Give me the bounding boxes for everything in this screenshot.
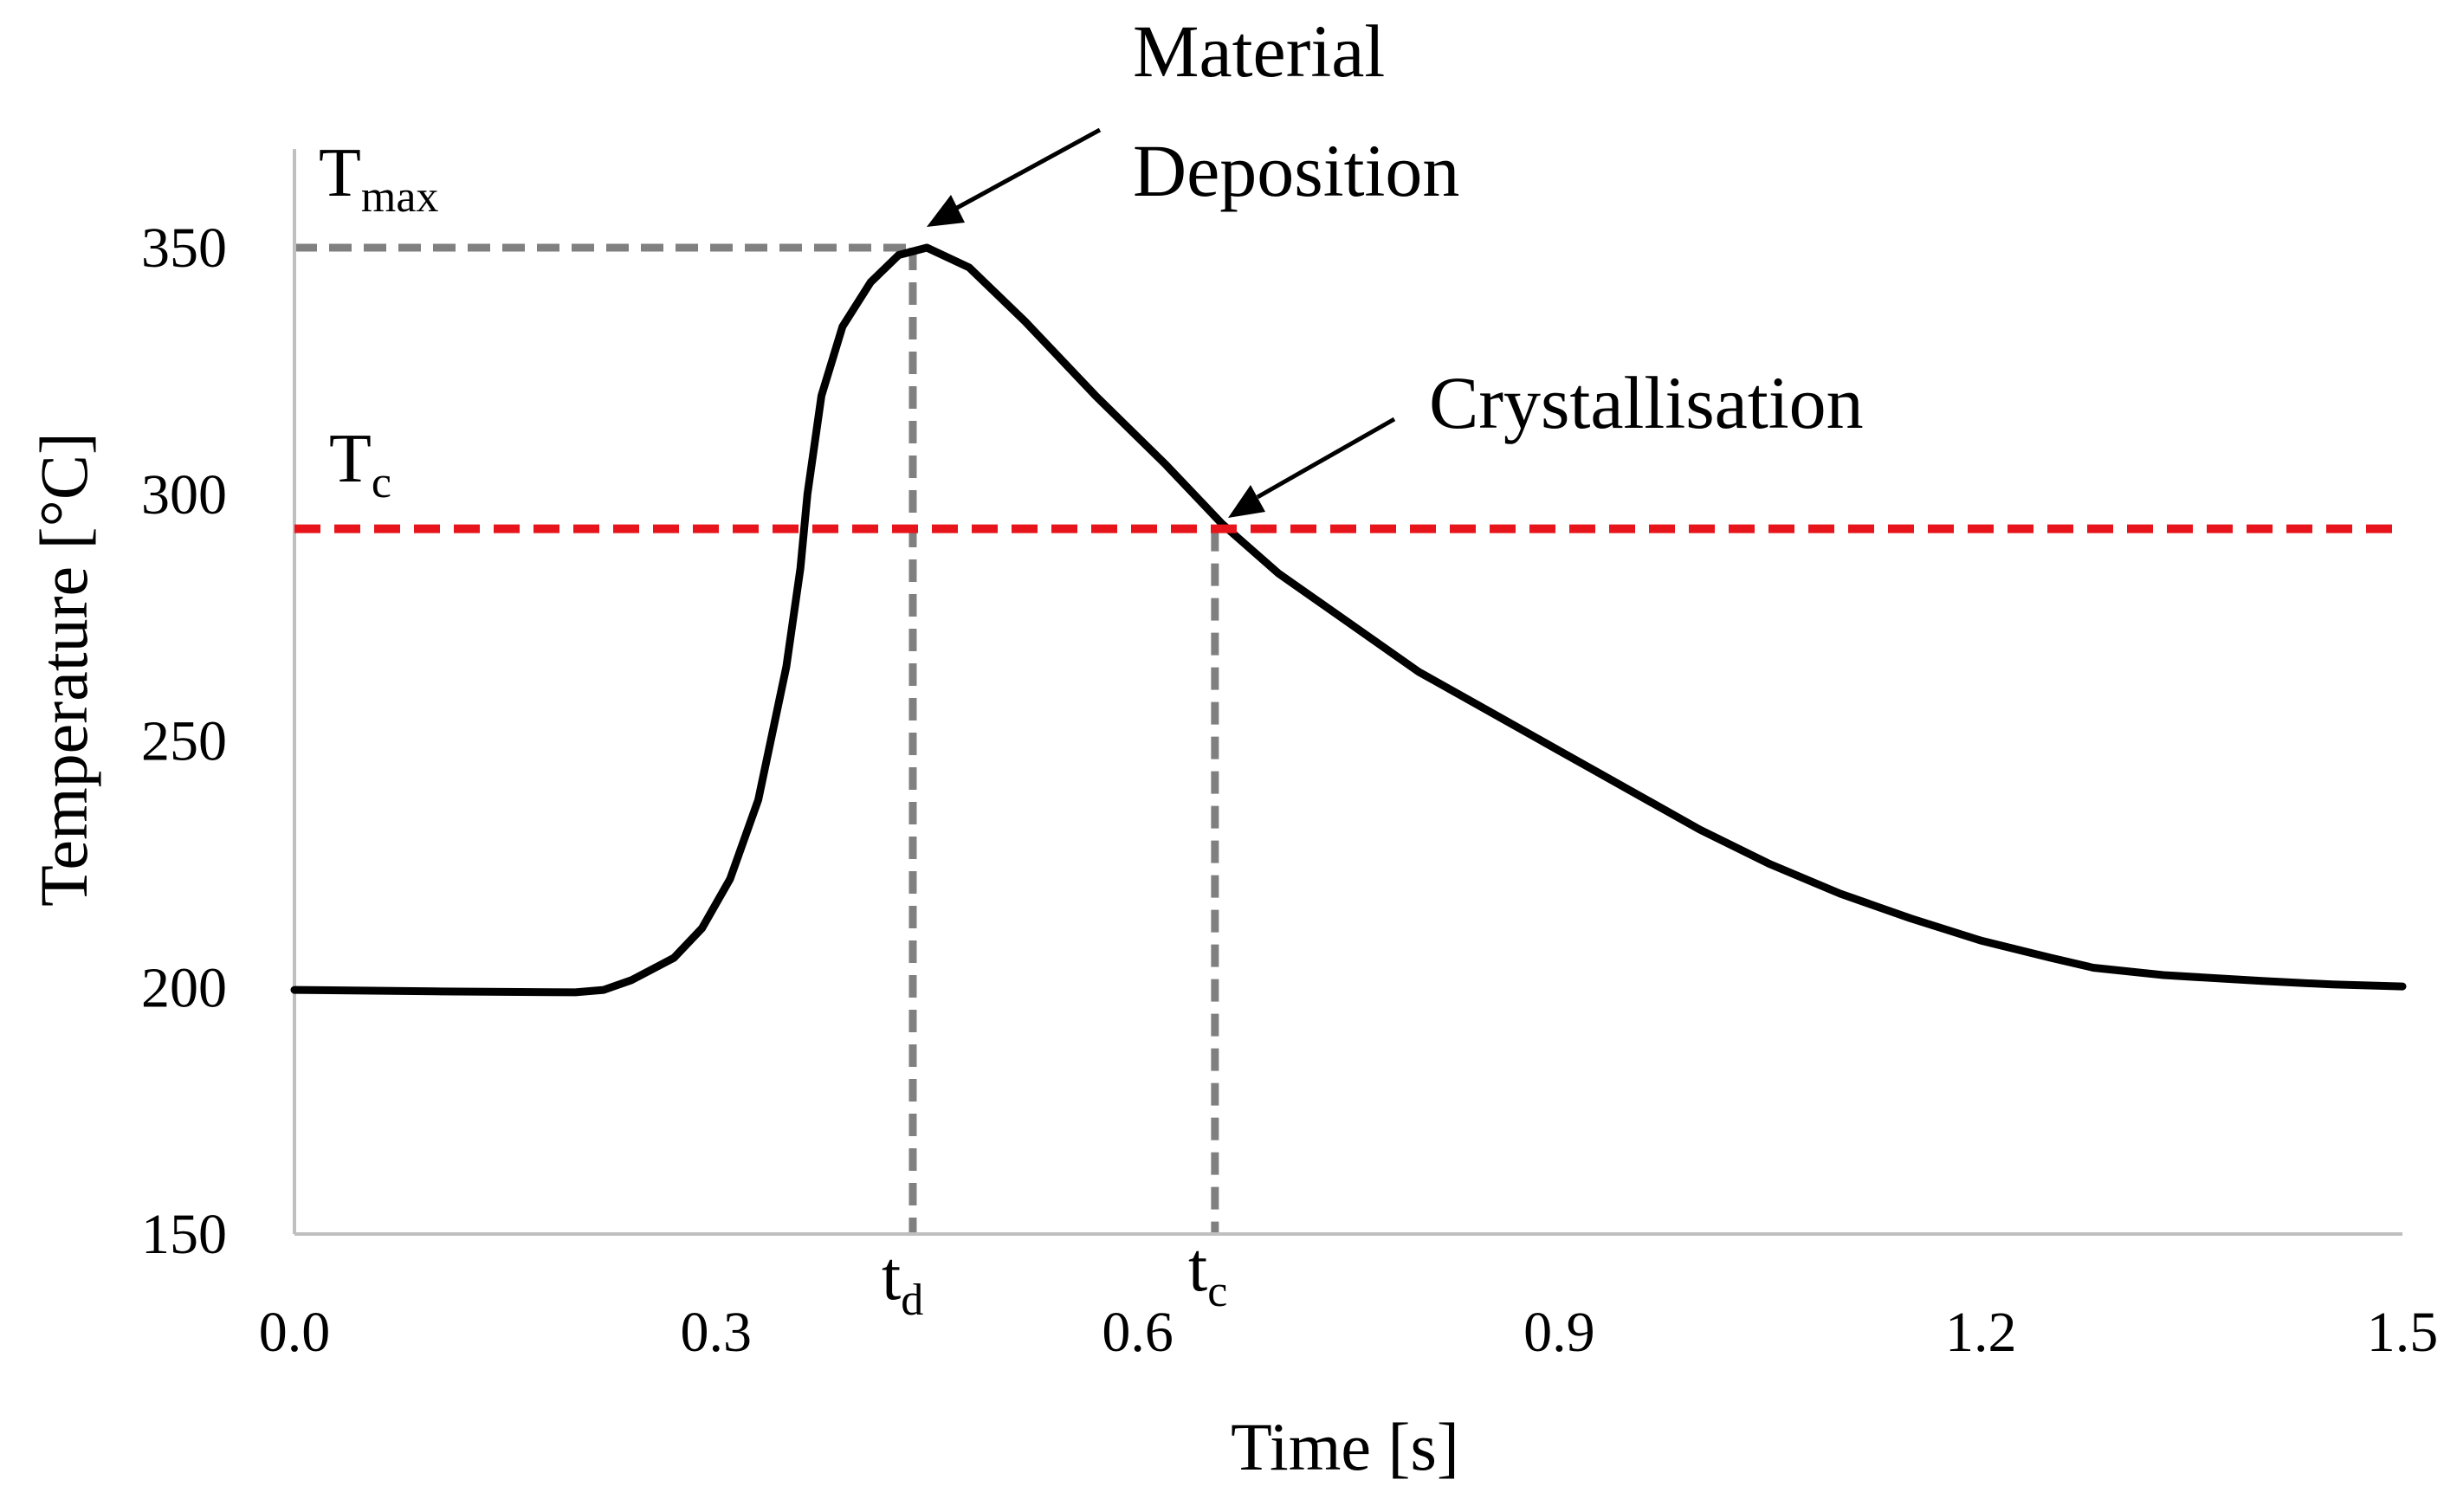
x-tick-label: 1.5 (2367, 1301, 2439, 1364)
y-tick-label: 350 (141, 216, 227, 280)
axes (293, 149, 2402, 1236)
y-axis-title: Temperature [°C] (26, 432, 101, 907)
crystallisation-annotation: Crystallisation (1429, 361, 1864, 444)
tc-temperature-label: Tc (329, 421, 391, 507)
material-deposition-annotation-line-1: Material (1133, 10, 1385, 93)
material-deposition-annotation-line-2: Deposition (1133, 129, 1459, 212)
x-tick-label: 0.6 (1102, 1301, 1174, 1364)
material-deposition-arrowhead (927, 195, 965, 227)
x-tick-label: 0.9 (1523, 1301, 1595, 1364)
crystallisation-arrowhead (1228, 485, 1265, 518)
y-tick-label: 150 (141, 1203, 227, 1266)
series-group (290, 243, 2407, 997)
x-tick-labels: 0.0 0.3 0.6 0.9 1.2 1.5 (259, 1301, 2439, 1364)
td-label: td (882, 1238, 923, 1325)
tmax-label: Tmax (319, 135, 438, 222)
tmax-label-base: T (319, 135, 361, 211)
x-tick-label: 0.3 (681, 1301, 753, 1364)
x-tick-label: 0.0 (259, 1301, 331, 1364)
td-label-sub: d (901, 1276, 923, 1325)
tc-temperature-label-base: T (329, 421, 372, 497)
td-label-base: t (882, 1238, 901, 1315)
material-deposition-arrow (955, 127, 1102, 210)
tc-time-label-base: t (1188, 1230, 1207, 1306)
y-tick-label: 300 (141, 463, 227, 527)
y-tick-labels: 150 200 250 300 350 (141, 216, 227, 1266)
tc-temperature-label-sub: c (372, 458, 391, 507)
crystallisation-arrow (1256, 417, 1396, 500)
tc-time-label-sub: c (1207, 1267, 1227, 1316)
y-tick-label: 250 (141, 710, 227, 773)
reference-lines (294, 243, 1219, 1234)
tmax-label-sub: max (361, 172, 439, 222)
x-axis-title: Time [s] (1231, 1409, 1459, 1484)
y-tick-label: 200 (141, 956, 227, 1019)
tc-time-label: tc (1188, 1230, 1227, 1316)
x-tick-label: 1.2 (1945, 1301, 2017, 1364)
temperature-series-line (290, 243, 2407, 997)
